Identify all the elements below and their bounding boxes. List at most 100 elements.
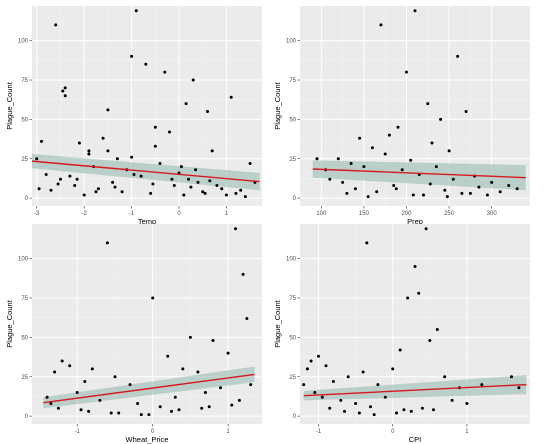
data-point bbox=[450, 398, 454, 402]
data-point bbox=[349, 162, 353, 165]
data-point bbox=[210, 149, 214, 153]
data-point bbox=[187, 177, 190, 181]
prep-panel: 0 25 50 75 100 100 150 200 250 300 Prep Plague_Coun… bbox=[273, 6, 530, 226]
data-point bbox=[61, 89, 65, 93]
data-point bbox=[411, 193, 415, 197]
data-point bbox=[370, 146, 374, 150]
data-point bbox=[144, 62, 148, 66]
data-point bbox=[49, 402, 53, 405]
data-point bbox=[181, 367, 185, 371]
data-point bbox=[158, 405, 162, 409]
data-point bbox=[354, 402, 358, 405]
data-point bbox=[170, 177, 174, 181]
confidence-band bbox=[32, 154, 260, 191]
y-tick-label: 25 bbox=[21, 375, 28, 381]
data-point bbox=[105, 241, 109, 245]
data-point bbox=[151, 296, 155, 300]
data-point bbox=[428, 339, 432, 342]
data-point bbox=[345, 191, 349, 195]
x-tick-label: 100 bbox=[316, 211, 327, 217]
data-point bbox=[369, 405, 372, 409]
data-point bbox=[409, 158, 413, 162]
y-axis-title: Plague_Count bbox=[5, 299, 14, 347]
data-point bbox=[413, 9, 417, 13]
x-axis-title: Temp bbox=[138, 217, 156, 226]
data-point bbox=[109, 411, 113, 415]
data-point bbox=[320, 395, 324, 399]
data-point bbox=[249, 383, 253, 387]
data-point bbox=[324, 364, 328, 368]
data-point bbox=[139, 174, 143, 178]
y-tick-label: 25 bbox=[289, 157, 296, 163]
y-tick-label: 75 bbox=[21, 78, 28, 84]
x-tick-label: 0 bbox=[177, 211, 181, 217]
data-point bbox=[346, 375, 350, 379]
data-point bbox=[163, 70, 167, 74]
temp-panel: 0 25 50 75 100 -3 -2 -1 0 1 Temp Plague_Count bbox=[5, 6, 262, 226]
data-point bbox=[331, 380, 335, 383]
data-point bbox=[115, 157, 119, 161]
data-point bbox=[420, 406, 424, 410]
data-point bbox=[59, 177, 62, 181]
y-tick-label: 0 bbox=[293, 414, 297, 420]
data-point bbox=[394, 187, 398, 191]
data-point bbox=[309, 359, 313, 363]
data-point bbox=[358, 136, 362, 140]
y-tick-label: 25 bbox=[289, 375, 296, 381]
data-point bbox=[134, 9, 138, 13]
data-point bbox=[219, 386, 222, 390]
data-point bbox=[339, 398, 343, 402]
data-point bbox=[443, 188, 447, 192]
y-tick-label: 50 bbox=[289, 335, 296, 341]
regression-line bbox=[31, 160, 260, 183]
data-point bbox=[435, 328, 439, 331]
data-point bbox=[234, 227, 238, 231]
data-point bbox=[158, 162, 162, 165]
data-point bbox=[426, 102, 430, 106]
data-point bbox=[77, 141, 81, 145]
data-point bbox=[383, 152, 387, 156]
x-tick-label: -2 bbox=[81, 211, 87, 217]
data-point bbox=[317, 354, 320, 358]
y-axis-title: Plague_Count bbox=[273, 299, 282, 347]
data-point bbox=[203, 191, 207, 195]
wheat-price-panel: 0 25 50 75 100 -1 0 1 Wheat_Price Plague_Count bbox=[5, 224, 262, 444]
data-point bbox=[54, 23, 58, 27]
data-point bbox=[229, 95, 233, 99]
data-point bbox=[40, 139, 43, 143]
data-point bbox=[375, 190, 379, 194]
data-point bbox=[179, 165, 183, 169]
data-point bbox=[443, 375, 447, 379]
data-point bbox=[207, 405, 211, 409]
data-point bbox=[49, 188, 53, 192]
x-tick-label: -1 bbox=[129, 211, 135, 217]
y-tick-label: 50 bbox=[21, 335, 28, 341]
data-point bbox=[245, 317, 249, 320]
data-point bbox=[243, 195, 247, 199]
data-point bbox=[376, 383, 380, 387]
data-point bbox=[396, 125, 400, 129]
y-axis-title: Plague_Count bbox=[273, 81, 282, 129]
data-point bbox=[434, 165, 438, 169]
data-point bbox=[37, 187, 41, 191]
confidence-band bbox=[43, 366, 255, 409]
data-point bbox=[406, 296, 410, 300]
data-point bbox=[490, 180, 494, 184]
data-point bbox=[439, 117, 443, 121]
data-point bbox=[106, 108, 110, 112]
data-point bbox=[153, 144, 157, 148]
data-point bbox=[417, 291, 421, 295]
data-point bbox=[328, 406, 332, 410]
y-tick-label: 0 bbox=[293, 196, 297, 202]
data-point bbox=[208, 179, 212, 183]
data-point bbox=[206, 110, 209, 113]
data-point bbox=[117, 411, 121, 415]
data-point bbox=[151, 182, 155, 186]
data-point bbox=[456, 54, 460, 58]
regression-line bbox=[312, 168, 526, 179]
data-point bbox=[357, 411, 361, 415]
data-point bbox=[362, 165, 366, 169]
data-point bbox=[149, 191, 153, 195]
data-point bbox=[305, 367, 309, 371]
data-point bbox=[430, 141, 434, 145]
